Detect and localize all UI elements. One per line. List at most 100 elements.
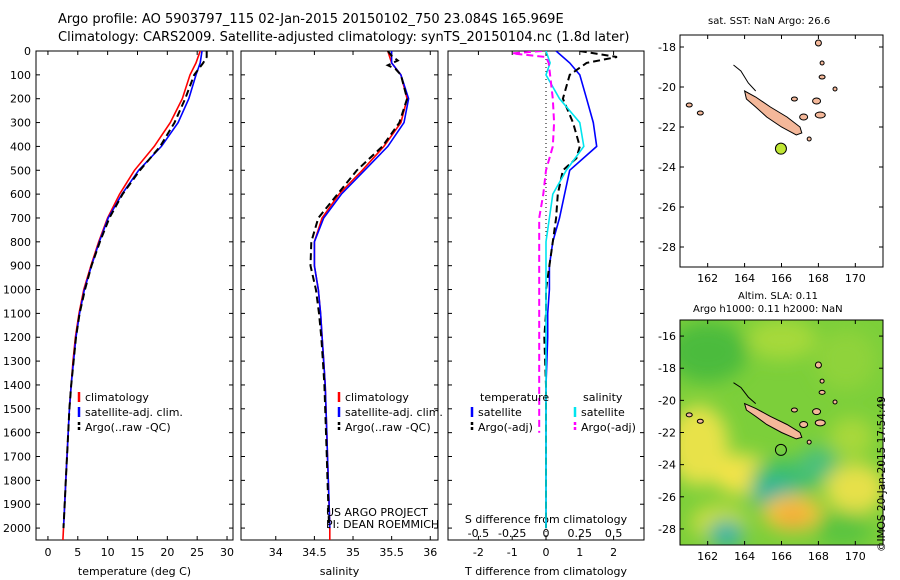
legend-label: Argo(..raw -QC): [345, 421, 431, 434]
figure-title-line1: Argo profile: AO 5903797_115 02-Jan-2015…: [58, 12, 564, 27]
small-island: [818, 74, 826, 80]
small-island: [814, 111, 826, 119]
legend-label: satellite-adj. clim.: [85, 406, 183, 419]
sla-blob: [816, 330, 877, 391]
y-tick-label: 700: [10, 212, 31, 225]
small-island: [814, 361, 822, 369]
y-tick-label: 1500: [3, 403, 31, 416]
legend-label: climatology: [85, 391, 149, 404]
map-x-tick-label: 170: [845, 272, 866, 285]
small-island: [832, 399, 838, 405]
small-island: [819, 60, 825, 66]
small-island: [818, 389, 826, 395]
profile-panel-2: 34 34.5 35 35.5 36 salinity climatology satelli…: [240, 50, 443, 578]
x-axis-label: T difference from climatology: [464, 565, 627, 578]
series-line-argorawqc: [62, 51, 208, 529]
x-tick-label: 5: [74, 546, 81, 559]
sla-blob: [746, 320, 817, 360]
small-island: [696, 110, 704, 116]
small-island: [685, 412, 693, 418]
series-line-argoadj: [512, 51, 556, 433]
small-island: [812, 408, 822, 416]
legend-label: climatology: [345, 391, 409, 404]
map-y-tick-label: -18: [658, 362, 676, 375]
map-x-tick-label: 164: [734, 272, 755, 285]
legend-label: satellite: [581, 406, 625, 419]
series-line-argorawqc: [309, 51, 409, 529]
small-island: [814, 39, 822, 47]
y-tick-label: 100: [10, 69, 31, 82]
y-tick-label: 1000: [3, 284, 31, 297]
y-tick-label: 0: [24, 45, 31, 58]
s-tick-label: 0.5: [605, 527, 623, 540]
s-tick-label: -0.5: [468, 527, 489, 540]
x-tick-label: 35: [346, 546, 360, 559]
sla-field: [680, 320, 883, 545]
x-tick-label: 20: [160, 546, 174, 559]
argo-position-marker: [774, 142, 787, 155]
small-island: [806, 439, 812, 445]
annotation-text: US ARGO PROJECT: [326, 506, 428, 519]
imos-timestamp: ©IMOS 20-Jan-2015 17:54:49: [876, 396, 888, 552]
small-island: [790, 407, 798, 413]
y-tick-label: 1600: [3, 427, 31, 440]
x-tick-label: 34.5: [302, 546, 327, 559]
map-y-tick-label: -28: [658, 523, 676, 536]
x-tick-label: 30: [220, 546, 234, 559]
small-island: [819, 378, 825, 384]
legend-label: Argo(-adj): [478, 421, 533, 434]
y-tick-label: 1100: [3, 307, 31, 320]
map-content: [685, 39, 838, 142]
sla-blob: [825, 463, 883, 514]
northern-reef: [733, 382, 757, 404]
figure-title-line2: Climatology: CARS2009. Satellite-adjuste…: [58, 30, 630, 45]
map-x-tick-label: 162: [697, 550, 718, 563]
legend-label: satellite-adj. clim.: [345, 406, 443, 419]
small-island: [812, 97, 822, 105]
sst-map: 162 164 166 168 170 -18 -20 -22 -24 -26 -28: [658, 34, 884, 285]
panel-frame: [240, 50, 439, 541]
map-y-tick-label: -20: [658, 394, 676, 407]
small-island: [806, 136, 812, 142]
legend-label: Argo(..raw -QC): [85, 421, 171, 434]
small-island: [814, 419, 826, 427]
map-x-tick-label: 168: [808, 272, 829, 285]
y-tick-label: 1400: [3, 379, 31, 392]
map-y-tick-label: -20: [658, 81, 676, 94]
y-tick-label: 800: [10, 236, 31, 249]
map-x-tick-label: 166: [771, 550, 792, 563]
map-x-tick-label: 168: [808, 550, 829, 563]
s-tick-label: 0.25: [568, 527, 593, 540]
annotation-text: PI: DEAN ROEMMICH: [326, 518, 439, 531]
legend-label: Argo(-adj): [581, 421, 636, 434]
x-tick-label: 25: [190, 546, 204, 559]
map-x-tick-label: 166: [771, 272, 792, 285]
x-tick-label: -2: [473, 546, 484, 559]
y-tick-label: 500: [10, 164, 31, 177]
small-island: [799, 420, 809, 428]
map-x-tick-label: 170: [845, 550, 866, 563]
map-content: [680, 320, 883, 545]
sla-blob: [776, 506, 809, 527]
series-line-argoadj: [543, 51, 618, 529]
x-tick-label: 35.5: [379, 546, 404, 559]
x-tick-label: 10: [101, 546, 115, 559]
y-tick-label: 1900: [3, 498, 31, 511]
small-island: [832, 86, 838, 92]
x-tick-label: 34: [269, 546, 283, 559]
x-tick-label: 0: [44, 546, 51, 559]
map-y-tick-label: -24: [658, 161, 676, 174]
x-tick-label: 15: [130, 546, 144, 559]
x-axis-label: salinity: [320, 565, 360, 578]
small-island: [696, 418, 704, 424]
y-tick-label: 1200: [3, 331, 31, 344]
y-tick-label: 200: [10, 93, 31, 106]
legend-header: salinity: [583, 391, 623, 404]
x-tick-label: 0: [543, 546, 550, 559]
map-y-tick-label: -18: [658, 41, 676, 54]
s-tick-label: 0: [543, 527, 550, 540]
sla-blob: [798, 446, 839, 483]
sla-blob: [708, 519, 745, 545]
small-island: [799, 113, 809, 121]
s-tick-label: -0.25: [498, 527, 526, 540]
